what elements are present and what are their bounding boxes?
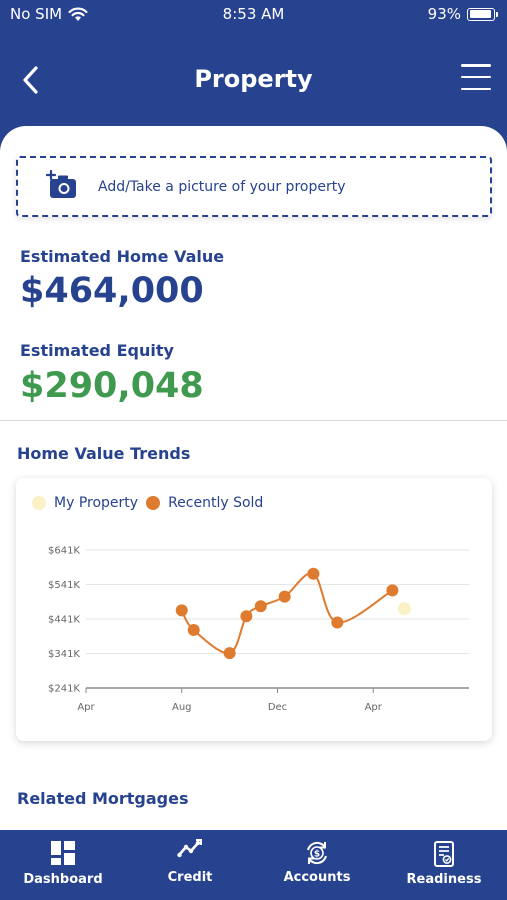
add-photo-label: Add/Take a picture of your property [98, 179, 346, 195]
recently-sold-point [386, 584, 399, 597]
hamburger-line [461, 87, 491, 90]
home-value-label: Estimated Home Value [20, 247, 225, 266]
x-tick-label: Dec [268, 702, 287, 713]
legend-dot-recently-sold [146, 496, 161, 510]
equity-label: Estimated Equity [20, 341, 174, 360]
y-tick-label: $341K [48, 649, 80, 660]
tab-label-accounts: Accounts [283, 870, 351, 885]
y-tick-label: $241K [48, 684, 80, 695]
hamburger-line [461, 75, 491, 79]
carrier-label: No SIM [10, 5, 63, 23]
recently-sold-point [331, 616, 344, 629]
chart-legend: My Property Recently Sold [32, 495, 271, 511]
home-value-chart-card: My Property Recently Sold $641K $541K $441… [16, 478, 492, 741]
wifi-icon [68, 7, 88, 21]
recently-sold-point [175, 604, 188, 617]
tab-label-readiness: Readiness [406, 872, 482, 887]
hamburger-menu-icon [461, 64, 491, 67]
legend-item-recently-sold[interactable]: Recently Sold [146, 495, 263, 511]
y-tick-label: $441K [48, 615, 80, 626]
legend-dot-my-property [32, 496, 46, 510]
status-bar: No SIM 8:53 AM 93% [0, 0, 507, 30]
recently-sold-point [307, 567, 320, 580]
y-tick-label: $541K [48, 580, 80, 591]
tab-label-dashboard: Dashboard [23, 872, 103, 887]
content-panel: Add/Take a picture of your property Esti… [0, 126, 507, 830]
equity-amount: $290,048 [20, 366, 204, 406]
tab-accounts[interactable]: $ Accounts [254, 830, 380, 900]
recently-sold-point [254, 600, 267, 613]
tab-dashboard[interactable]: Dashboard [0, 830, 126, 900]
svg-text:$: $ [314, 850, 320, 860]
tab-readiness[interactable]: Readiness [381, 830, 507, 900]
recently-sold-point [187, 624, 200, 637]
x-tick-label: Apr [77, 702, 95, 713]
recently-sold-point [240, 610, 253, 623]
nav-bar: Property [0, 40, 507, 120]
trend-line-icon [177, 839, 202, 858]
chevron-left-icon [23, 66, 38, 94]
x-tick-label: Apr [365, 702, 383, 713]
trends-title: Home Value Trends [17, 444, 191, 463]
menu-button[interactable] [461, 64, 491, 90]
section-divider [0, 420, 507, 421]
clock: 8:53 AM [222, 5, 285, 23]
legend-label-my-property: My Property [54, 495, 139, 511]
legend-label-recently-sold: Recently Sold [168, 495, 264, 511]
dashboard-grid-icon [51, 841, 75, 865]
back-button[interactable] [18, 62, 48, 98]
legend-item-my-property[interactable]: My Property [32, 495, 138, 511]
dollar-sync-icon: $ [307, 841, 327, 865]
tab-bar: Dashboard Credit $ Accounts Readiness [0, 830, 507, 900]
tab-credit[interactable]: Credit [127, 830, 253, 900]
my-property-point [397, 602, 411, 616]
add-photo-button[interactable]: Add/Take a picture of your property [16, 156, 492, 217]
recently-sold-line [180, 572, 393, 655]
battery-percent: 93% [427, 5, 461, 23]
x-tick-label: Aug [172, 702, 192, 713]
home-value-amount: $464,000 [20, 271, 204, 311]
home-value-chart: $641K $541K $441K $341K $241K Apr Aug Dec Apr [48, 546, 469, 713]
checklist-document-icon [434, 841, 454, 867]
battery-icon [467, 7, 498, 21]
recently-sold-point [278, 590, 291, 603]
recently-sold-point [223, 647, 236, 660]
mortgages-title: Related Mortgages [17, 789, 189, 808]
page-title: Property [194, 65, 313, 93]
tab-label-credit: Credit [167, 870, 213, 885]
y-tick-label: $641K [48, 546, 80, 557]
add-camera-icon [46, 170, 76, 198]
